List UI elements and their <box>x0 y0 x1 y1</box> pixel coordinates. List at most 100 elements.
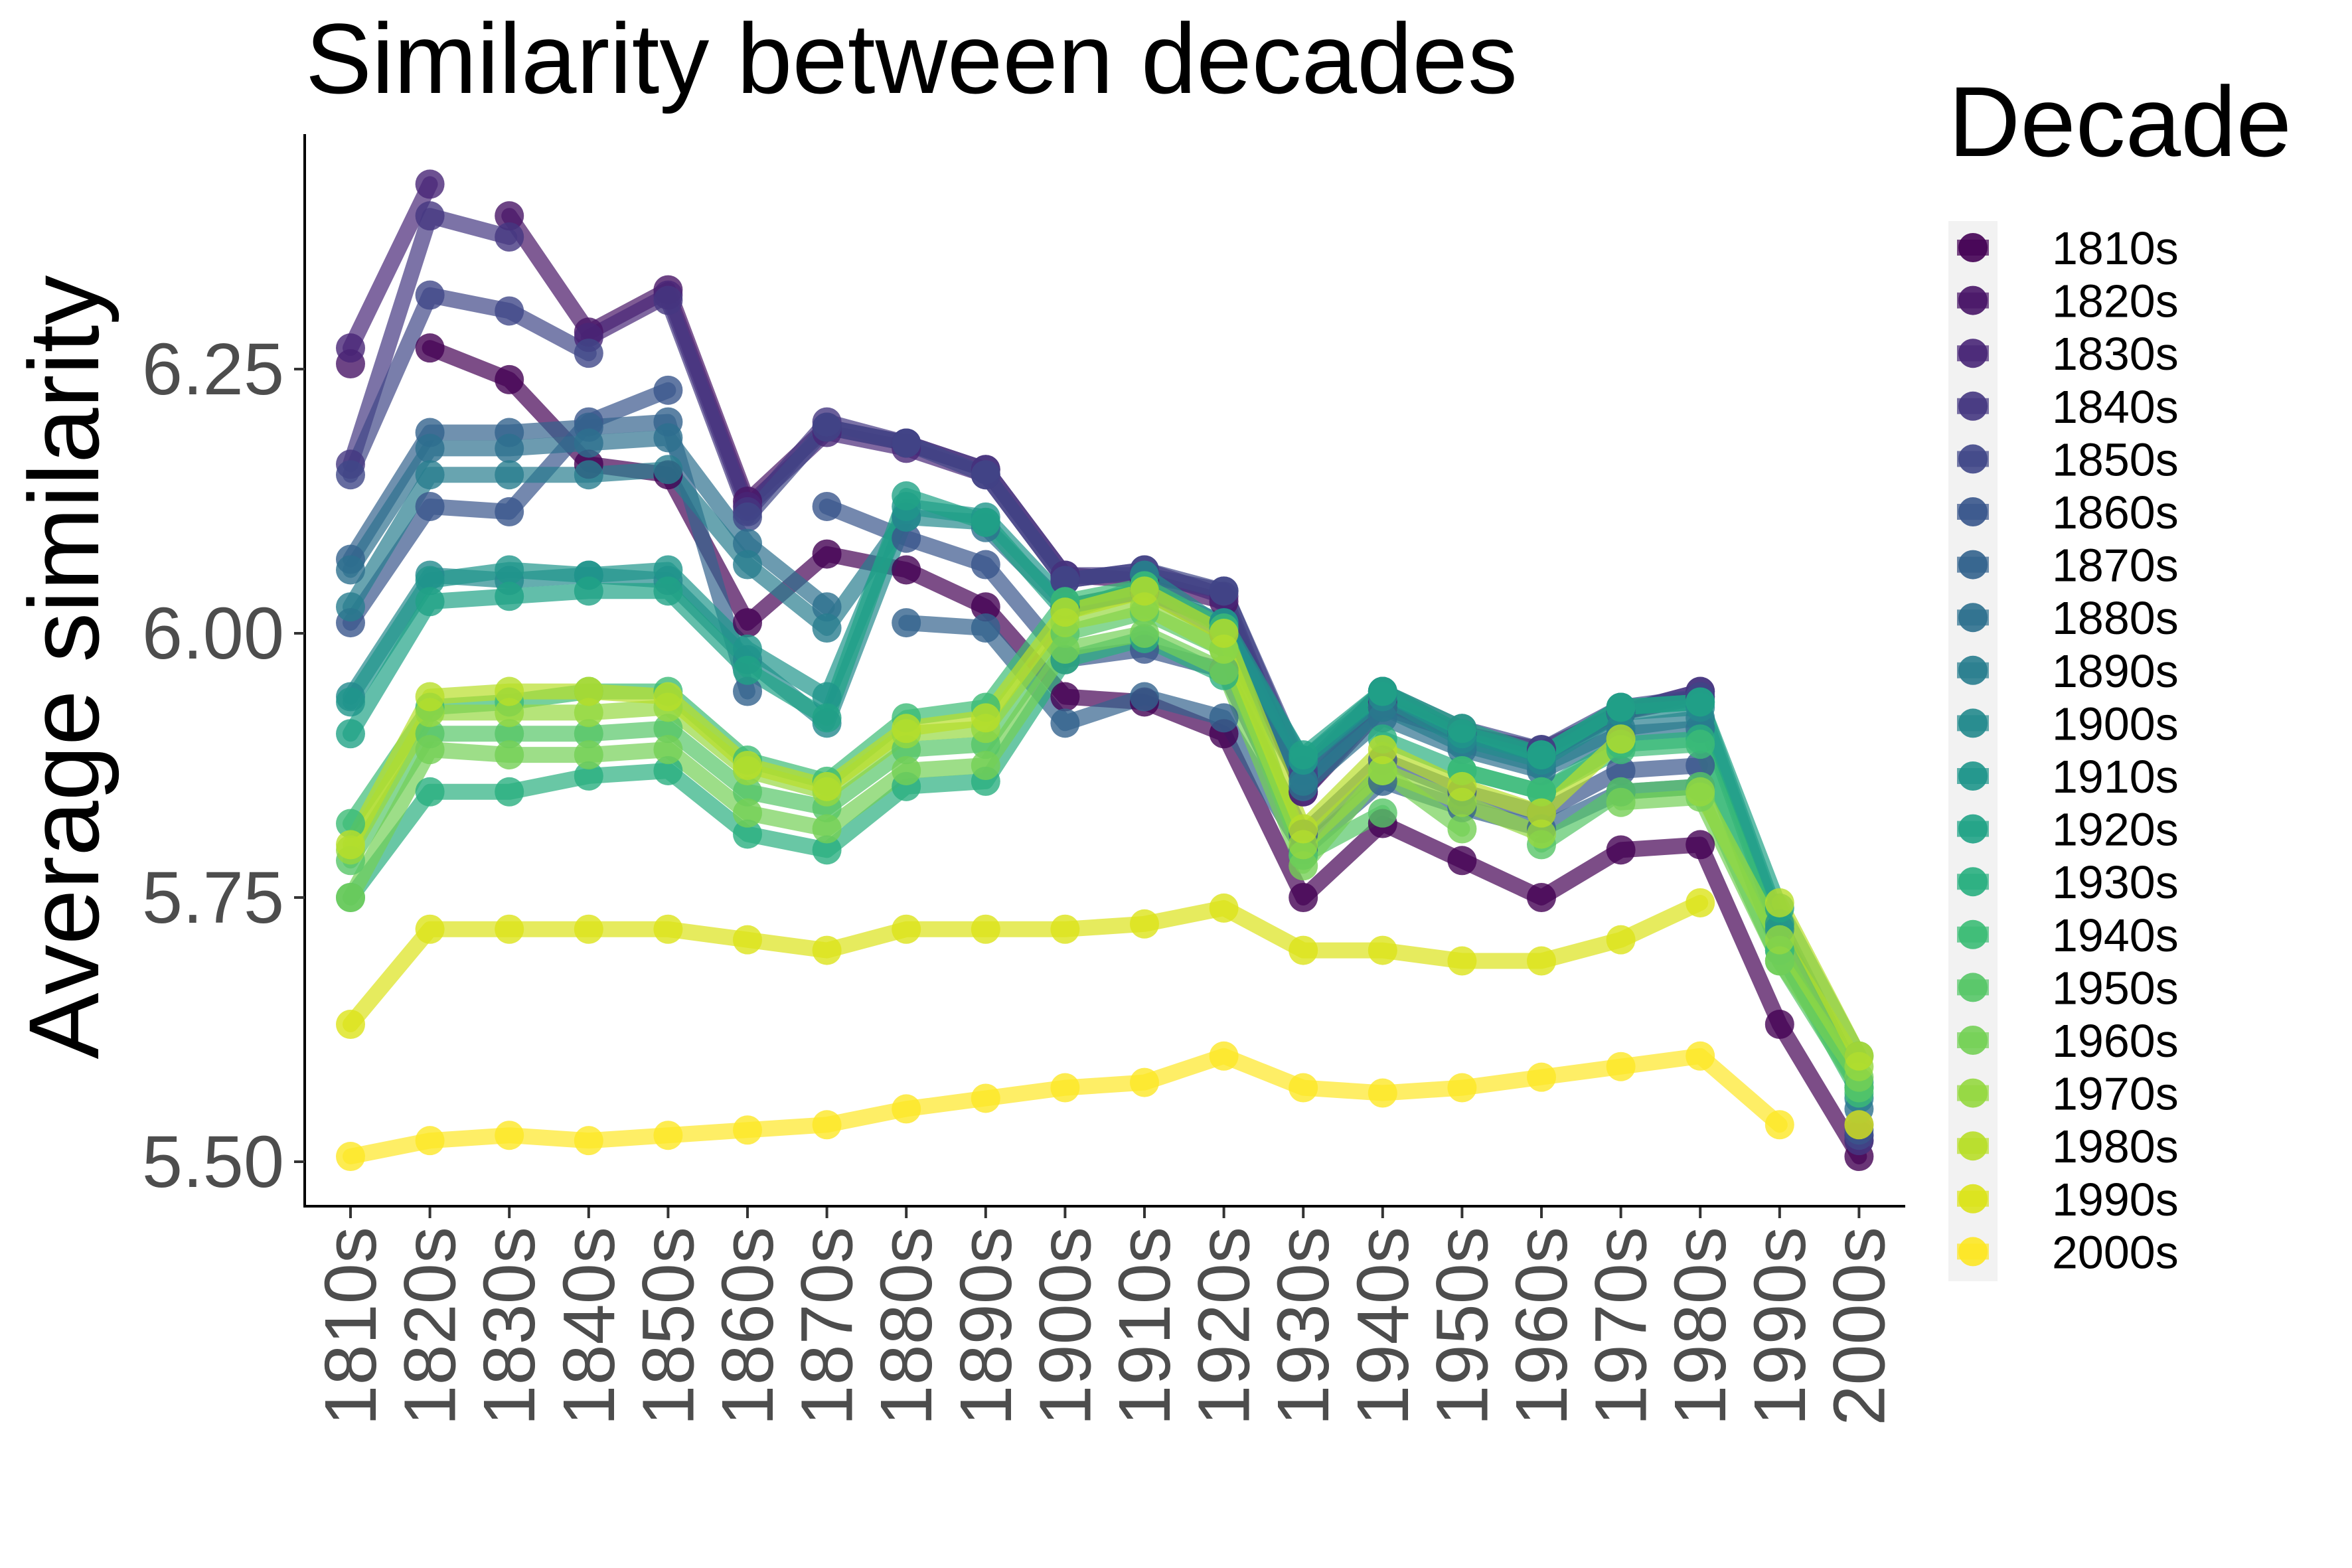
x-tick-label: 1860s <box>707 1227 789 1426</box>
data-point-1940s <box>1527 777 1556 807</box>
legend-item-1850s: 1850s <box>1957 433 2179 485</box>
data-point-1990s <box>971 914 1000 944</box>
legend-label: 1830s <box>2052 328 2179 380</box>
data-point-1920s <box>336 719 365 749</box>
data-point-1820s <box>495 201 524 231</box>
legend-key-point <box>1958 285 1988 315</box>
legend-label: 1820s <box>2052 275 2179 327</box>
data-point-1940s <box>336 809 365 838</box>
data-point-1970s <box>1368 755 1397 785</box>
x-axis-ticks: 1810s1820s1830s1840s1850s1860s1870s1880s… <box>310 1208 1900 1426</box>
data-point-1990s <box>336 1010 365 1040</box>
legend-item-1820s: 1820s <box>1957 275 2179 327</box>
legend-item-1940s: 1940s <box>1957 909 2179 961</box>
data-point-1910s <box>653 555 683 585</box>
data-point-1890s <box>1289 766 1318 796</box>
legend-label: 1990s <box>2052 1174 2179 1225</box>
data-point-1830s <box>415 169 445 199</box>
data-point-1960s <box>1209 655 1239 685</box>
data-point-1960s <box>574 740 603 770</box>
legend-key-point <box>1958 1237 1988 1267</box>
legend-label: 1920s <box>2052 804 2179 856</box>
data-point-1810s <box>1289 883 1318 912</box>
legend-item-1890s: 1890s <box>1957 645 2179 697</box>
data-point-1860s <box>495 497 524 526</box>
x-tick-label: 1830s <box>469 1227 550 1426</box>
data-point-1970s <box>574 698 603 728</box>
legend-label: 1840s <box>2052 381 2179 433</box>
data-point-1930s <box>495 777 524 807</box>
legend-label: 1860s <box>2052 487 2179 538</box>
legend-label: 1910s <box>2052 751 2179 803</box>
data-point-1810s <box>733 608 762 638</box>
legend-key-background <box>1948 221 1998 1281</box>
data-point-1880s <box>495 433 524 463</box>
legend-key-point <box>1958 444 1988 474</box>
data-point-1880s <box>653 423 683 453</box>
y-axis-ticks: 5.50 5.75 6.00 6.25 <box>142 329 305 1203</box>
data-point-1810s <box>495 364 524 394</box>
data-point-1980s <box>1527 798 1556 828</box>
data-point-1980s <box>415 682 445 712</box>
legend-key-point <box>1958 339 1988 368</box>
y-axis-title: Average similarity <box>8 275 119 1059</box>
data-point-1960s <box>733 798 762 828</box>
data-point-1980s <box>574 676 603 706</box>
data-point-1960s <box>1050 634 1080 664</box>
data-point-1980s <box>1606 724 1636 754</box>
series-line-1850s <box>343 287 597 483</box>
data-point-1860s <box>653 375 683 405</box>
data-point-2000s <box>1209 1041 1239 1071</box>
legend-item-1990s: 1990s <box>1957 1174 2179 1225</box>
data-point-1870s <box>1130 682 1159 712</box>
data-point-2000s <box>971 1083 1000 1113</box>
data-point-1920s <box>733 655 762 685</box>
data-point-1980s <box>1844 1041 1874 1071</box>
legend-item-2000s: 2000s <box>1957 1226 2179 1278</box>
x-tick-label: 1940s <box>1342 1227 1424 1426</box>
data-point-2000s <box>1764 1110 1794 1140</box>
legend-item-1900s: 1900s <box>1957 698 2179 749</box>
data-point-1850s <box>733 502 762 532</box>
data-point-1960s <box>812 814 842 844</box>
data-point-1810s <box>812 539 842 569</box>
data-point-1980s <box>1764 888 1794 917</box>
data-point-1850s <box>415 280 445 310</box>
data-point-1960s <box>1447 814 1477 844</box>
data-point-1810s <box>1686 830 1715 860</box>
x-tick-label: 1920s <box>1184 1227 1265 1426</box>
legend-label: 1850s <box>2052 433 2179 485</box>
data-point-1920s <box>415 587 445 617</box>
legend-label: 1890s <box>2052 645 2179 697</box>
legend-item-1970s: 1970s <box>1957 1068 2179 1120</box>
data-point-1960s <box>1289 851 1318 881</box>
legend-key-point <box>1958 233 1988 262</box>
x-tick-label: 1930s <box>1263 1227 1344 1426</box>
x-tick-label: 1810s <box>310 1227 392 1426</box>
data-point-1950s <box>733 777 762 807</box>
x-tick-label: 1870s <box>787 1227 868 1426</box>
legend-item-1950s: 1950s <box>1957 962 2179 1014</box>
legend-key-point <box>1958 761 1988 791</box>
data-point-1950s <box>1368 798 1397 828</box>
legend-label: 2000s <box>2052 1226 2179 1278</box>
series-line-2000s <box>343 1048 1788 1164</box>
data-point-1980s <box>733 751 762 780</box>
data-point-1990s <box>1289 935 1318 965</box>
data-point-1920s <box>1686 687 1715 717</box>
legend-key-point <box>1958 867 1988 897</box>
data-point-2000s <box>1527 1062 1556 1092</box>
data-point-1960s <box>495 740 524 770</box>
legend-key-point <box>1958 655 1988 685</box>
legend-item-1930s: 1930s <box>1957 856 2179 908</box>
data-point-2000s <box>1686 1041 1715 1071</box>
data-point-1850s <box>1050 566 1080 595</box>
data-point-1860s <box>415 491 445 521</box>
series-line-1990s <box>343 895 1709 1032</box>
legend-key-point <box>1958 814 1988 844</box>
legend-key-point <box>1958 919 1988 949</box>
legend-item-1830s: 1830s <box>1957 328 2179 380</box>
legend-item-1870s: 1870s <box>1957 540 2179 591</box>
data-point-1990s <box>574 914 603 944</box>
